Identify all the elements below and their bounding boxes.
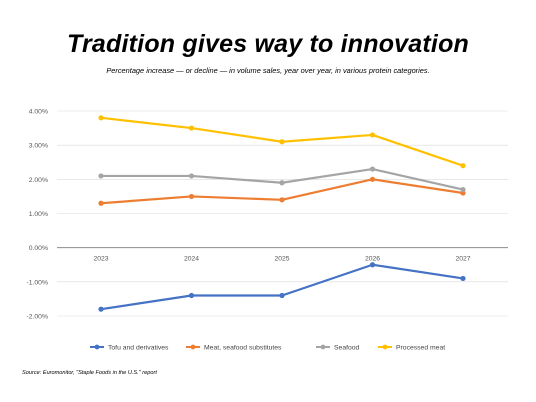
data-point [369,166,376,172]
data-point [460,275,466,282]
data-point [279,180,285,186]
data-point [369,176,376,182]
data-point [460,186,466,193]
y-tick-label: -2.00% [26,314,48,321]
legend-label: Tofu and derivatives [108,345,169,352]
y-tick-label: 3.00% [29,143,48,150]
x-tick-label: 2024 [184,256,199,263]
legend-swatch-marker [190,344,196,350]
data-point [279,139,285,145]
x-tick-label: 2023 [93,256,108,263]
data-point [98,200,104,206]
legend-swatch-marker [94,344,100,350]
data-point [188,292,195,299]
data-point [188,173,195,179]
y-tick-label: -1.00% [26,279,48,286]
legend-label: Processed meat [396,345,445,352]
series-line [99,263,465,311]
y-tick-label: 2.00% [29,177,48,184]
x-tick-label: 2026 [365,256,380,263]
data-point [279,292,285,299]
data-point [460,163,466,169]
x-tick-label: 2027 [455,256,470,263]
data-point [188,193,195,200]
chart-title: Tradition gives way to innovation [66,30,470,58]
y-tick-label: 0.00% [29,245,48,252]
legend-swatch-marker [320,344,326,350]
x-tick-label: 2025 [274,256,289,263]
data-point [279,197,285,203]
data-point [188,125,195,131]
data-point [98,173,104,179]
data-point [98,115,104,121]
y-tick-label: 4.00% [29,109,48,116]
y-tick-label: 1.00% [29,211,48,218]
data-point [369,262,376,268]
data-point [98,306,104,312]
chart-subtitle: Percentage increase — or decline — in vo… [106,66,430,75]
legend-swatch-marker [382,344,388,350]
legend-label: Meat, seafood substitutes [204,345,282,352]
legend-label: Seafood [334,345,360,352]
data-point [369,132,376,138]
source-note: Source: Euromonitor, "Staple Foods in th… [22,370,157,376]
